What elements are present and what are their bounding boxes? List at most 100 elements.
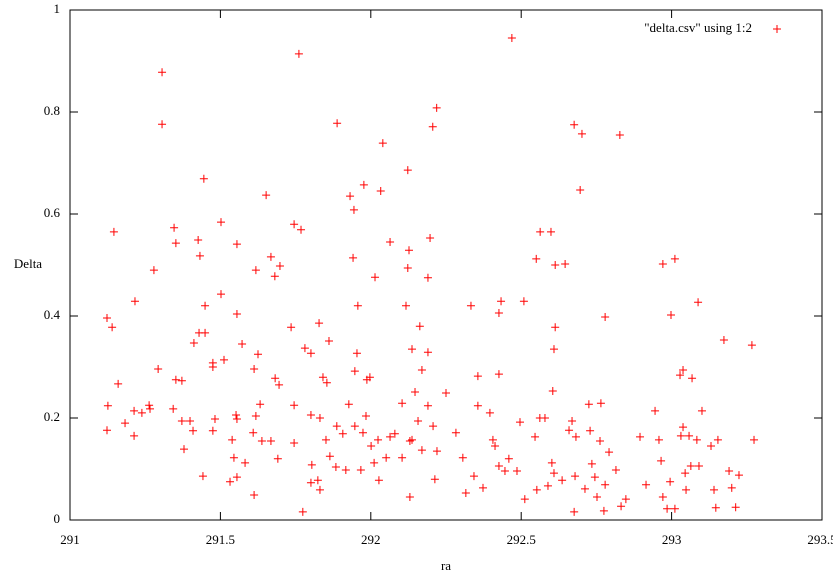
scatter-point (497, 297, 506, 306)
scatter-point (232, 240, 241, 249)
scatter-point (596, 399, 605, 408)
scatter-point (750, 435, 759, 444)
scatter-point (568, 417, 577, 426)
scatter-point (241, 458, 250, 467)
scatter-point (621, 495, 630, 504)
scatter-point (408, 435, 417, 444)
scatter-point (257, 436, 266, 445)
scatter-point (551, 323, 560, 332)
scatter-point (494, 370, 503, 379)
scatter-point (232, 415, 241, 424)
x-tick-label: 292.5 (507, 532, 536, 547)
scatter-point (307, 460, 316, 469)
x-tick-label: 293.5 (807, 532, 833, 547)
legend-marker (773, 25, 781, 33)
scatter-point (306, 349, 315, 358)
scatter-point (408, 345, 417, 354)
scatter-point (341, 466, 350, 475)
scatter-point (417, 446, 426, 455)
scatter-point (349, 253, 358, 262)
scatter-point (321, 435, 330, 444)
y-axis-label: Delta (14, 256, 42, 271)
scatter-point (154, 365, 163, 374)
scatter-point (411, 387, 420, 396)
scatter-point (458, 453, 467, 462)
scatter-point (145, 401, 154, 410)
scatter-point (189, 339, 198, 348)
scatter-point (401, 301, 410, 310)
scatter-point (734, 471, 743, 480)
y-tick-label: 0.2 (44, 409, 60, 424)
scatter-point (727, 483, 736, 492)
scatter-point (356, 466, 365, 475)
scatter-point (432, 103, 441, 112)
scatter-point (171, 239, 180, 248)
scatter-point (275, 380, 284, 389)
scatter-point (287, 323, 296, 332)
scatter-point (325, 452, 334, 461)
scatter-point (361, 411, 370, 420)
x-tick-label: 292 (361, 532, 381, 547)
scatter-point (149, 266, 158, 275)
scatter-point (676, 371, 685, 380)
scatter-point (251, 411, 260, 420)
scatter-point (349, 205, 358, 214)
scatter-point (423, 348, 432, 357)
scatter-point (365, 373, 374, 382)
scatter-point (494, 308, 503, 317)
scatter-point (376, 187, 385, 196)
scatter-point (679, 423, 688, 432)
scatter-point (429, 422, 438, 431)
scatter-point (593, 493, 602, 502)
scatter-point (725, 467, 734, 476)
scatter-point (367, 442, 376, 451)
scatter-point (350, 367, 359, 376)
scatter-point (461, 488, 470, 497)
scatter-point (532, 254, 541, 263)
scatter-point (254, 350, 262, 359)
scatter-point (232, 473, 241, 482)
scatter-point (290, 220, 299, 229)
scatter-point (177, 376, 186, 385)
scatter-point (663, 504, 672, 513)
scatter-point (313, 476, 322, 485)
scatter-point (651, 406, 660, 415)
scatter-point (570, 120, 579, 129)
scatter-point (601, 480, 610, 489)
scatter-point (657, 456, 666, 465)
scatter-point (466, 301, 475, 310)
scatter-point (711, 503, 720, 512)
scatter-point (201, 301, 210, 310)
scatter-point (403, 166, 412, 175)
scatter-point (194, 236, 203, 245)
scatter-point (731, 503, 740, 512)
scatter-point (423, 273, 432, 282)
scatter-point (130, 406, 139, 415)
scatter-point (300, 344, 309, 353)
plot-border (69, 9, 823, 521)
scatter-point (500, 467, 509, 476)
scatter-point (315, 414, 324, 422)
scatter-point (430, 475, 439, 484)
x-tick-label: 291.5 (206, 532, 235, 547)
scatter-point (685, 431, 694, 440)
scatter-point (195, 251, 204, 260)
scatter-point (130, 431, 139, 440)
scatter-point (615, 130, 624, 139)
scatter-point (515, 418, 524, 427)
scatter-point (587, 459, 596, 468)
scatter-point (642, 480, 651, 489)
scatter-point (532, 485, 541, 494)
scatter-point (322, 378, 331, 387)
scatter-point (189, 426, 198, 435)
scatter-point (250, 491, 259, 500)
scatter-point (359, 180, 368, 189)
scatter-point (536, 227, 545, 236)
scatter-point (358, 428, 367, 437)
scatter-point (201, 328, 210, 337)
scatter-point (577, 129, 586, 138)
scatter-point (169, 404, 178, 413)
scatter-point (199, 174, 208, 183)
scatter-point (250, 365, 259, 374)
scatter-point (549, 345, 558, 354)
